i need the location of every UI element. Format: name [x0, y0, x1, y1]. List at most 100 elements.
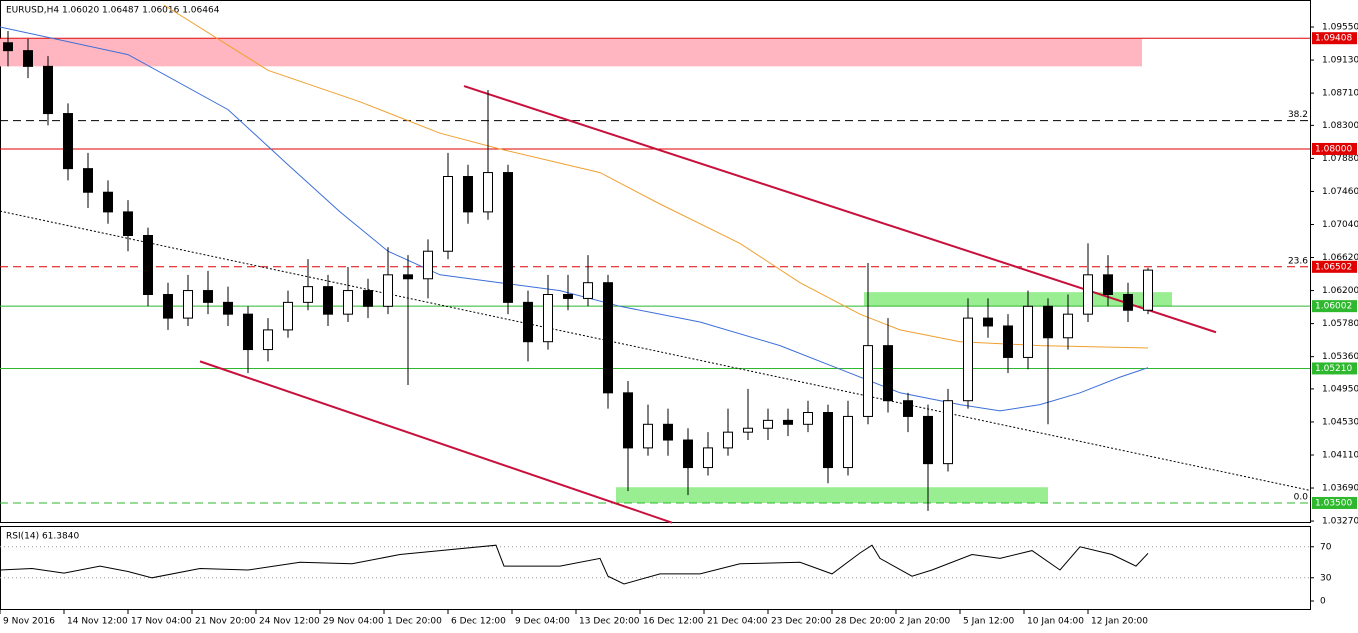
fib-label: 0.0 [1294, 492, 1309, 502]
candle-body [783, 419, 793, 425]
candle-body [903, 400, 913, 417]
candle-body [3, 42, 13, 52]
x-tick-label: 12 Jan 20:00 [1091, 617, 1148, 627]
candle-body [823, 412, 833, 469]
candle-body [363, 290, 373, 307]
x-tick-label: 9 Nov 2016 [3, 617, 55, 627]
candle-body [443, 175, 453, 252]
x-tick-label: 17 Nov 04:00 [131, 617, 192, 627]
candle-body [383, 274, 393, 307]
y-tick-label: 1.06200 [1322, 286, 1358, 296]
x-tick-label: 24 Nov 12:00 [259, 617, 320, 627]
y-tick-label: 1.03270 [1322, 517, 1358, 527]
candle-body [1023, 305, 1033, 358]
y-tick-label: 1.09550 [1322, 23, 1358, 33]
x-tick-label: 5 Jan 12:00 [963, 617, 1015, 627]
line-series [0, 26, 1149, 412]
candle-body [423, 250, 433, 280]
candle-body [483, 172, 493, 213]
level-tag [1312, 496, 1357, 509]
rsi-title: RSI(14) 61.3840 [6, 532, 79, 542]
candle-body [203, 290, 213, 303]
level-tag [1312, 142, 1357, 155]
candle-body [623, 392, 633, 449]
candle-body [143, 234, 153, 296]
candle-body [763, 419, 773, 429]
x-tick-label: 1 Dec 20:00 [387, 617, 442, 627]
level-tag-label: 1.09408 [1315, 34, 1352, 44]
candle-body [983, 317, 993, 327]
candle-body [683, 439, 693, 469]
level-tag-label: 1.06502 [1315, 262, 1352, 272]
candle-body [283, 301, 293, 331]
candle-body [723, 431, 733, 449]
candle-body [943, 400, 953, 465]
level-tag [1312, 362, 1357, 375]
x-tick-label: 21 Dec 04:00 [707, 617, 768, 627]
trendline [199, 360, 673, 524]
candle-body [43, 65, 53, 115]
candle-body [123, 211, 133, 236]
y-tick-label: 1.08300 [1322, 121, 1358, 131]
y-tick-label: 1.04530 [1322, 417, 1358, 427]
zone [864, 292, 1172, 307]
y-tick-label: 1.08710 [1322, 89, 1358, 99]
candle-body [103, 191, 113, 213]
level-tag [1312, 32, 1357, 45]
trendline [0, 210, 1311, 491]
candle-body [183, 290, 193, 319]
candle-body [663, 423, 673, 441]
x-tick-label: 14 Nov 12:00 [67, 617, 128, 627]
fib-label: 23.6 [1288, 256, 1308, 266]
y-tick-label: 1.09130 [1322, 56, 1358, 66]
candle-body [1003, 325, 1013, 358]
candle-body [263, 329, 273, 351]
y-tick-label: 1.07460 [1322, 187, 1358, 197]
candle-body [163, 294, 173, 319]
zone [616, 487, 1048, 503]
y-tick-label: 1.05780 [1322, 319, 1358, 329]
y-tick-label: 1.07040 [1322, 220, 1358, 230]
candle-body [223, 301, 233, 315]
candle-body [703, 447, 713, 469]
y-tick-label: 1.06620 [1322, 253, 1358, 263]
candle-body [803, 412, 813, 425]
y-tick-label: 70 [1320, 542, 1332, 552]
line-series [0, 544, 1149, 585]
candle-body [403, 274, 413, 280]
candle-body [543, 294, 553, 343]
y-tick-label: 1.03690 [1322, 484, 1358, 494]
candle-body [563, 294, 573, 299]
candle-body [1143, 269, 1153, 311]
candle-body [303, 286, 313, 303]
x-tick-label: 28 Dec 20:00 [835, 617, 896, 627]
rsi-pane [0, 526, 1311, 610]
x-tick-label: 23 Dec 20:00 [771, 617, 832, 627]
candle-body [1103, 274, 1113, 296]
candle-body [243, 313, 253, 351]
fib-label: 38.2 [1288, 110, 1308, 120]
zone [0, 38, 1142, 67]
candle-body [883, 345, 893, 402]
x-tick-label: 16 Dec 12:00 [643, 617, 704, 627]
candle-body [923, 415, 933, 465]
candle-body [1083, 274, 1093, 315]
chart-title: EURUSD,H4 1.06020 1.06487 1.06016 1.0646… [6, 6, 220, 16]
candle-body [963, 317, 973, 402]
candle-body [1063, 313, 1073, 339]
level-tag [1312, 260, 1357, 273]
candle-body [643, 423, 653, 449]
candle-body [863, 345, 873, 417]
y-tick-label: 1.05360 [1322, 352, 1358, 362]
candle-body [743, 427, 753, 433]
x-tick-label: 13 Dec 20:00 [579, 617, 640, 627]
x-tick-label: 2 Jan 20:00 [899, 617, 951, 627]
main-pane [0, 0, 1311, 523]
candle-body [323, 286, 333, 315]
y-tick-label: 1.07880 [1322, 154, 1358, 164]
candle-body [603, 282, 613, 394]
y-tick-label: 30 [1320, 573, 1332, 583]
y-tick-label: 1.04950 [1322, 384, 1358, 394]
candle-body [523, 301, 533, 343]
